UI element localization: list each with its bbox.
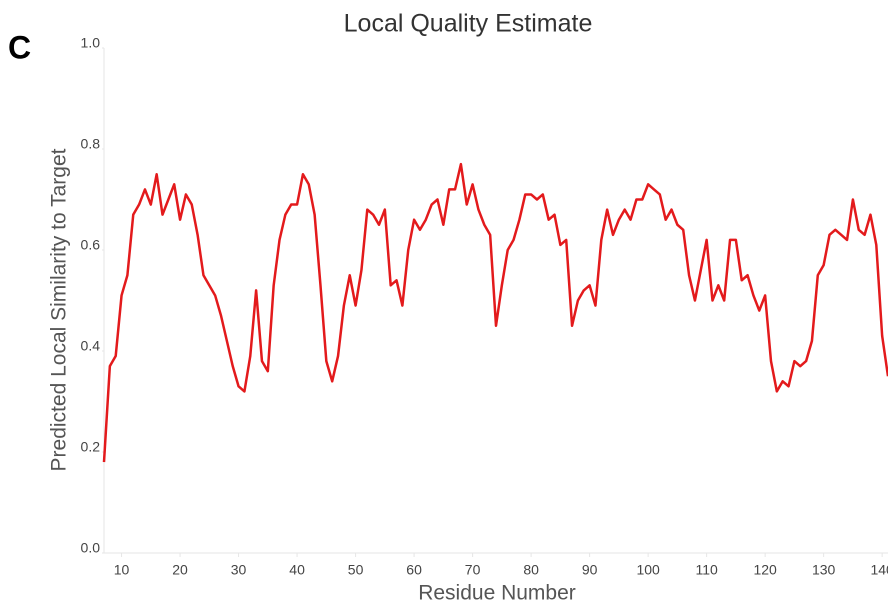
x-tick-label: 30: [231, 562, 247, 578]
y-axis-label: Predicted Local Similarity to Target: [48, 148, 71, 471]
y-tick-label: 0.6: [81, 237, 101, 253]
y-tick-label: 0.2: [81, 439, 101, 455]
x-tick-label: 90: [582, 562, 598, 578]
x-tick-label: 40: [289, 562, 305, 578]
x-tick-label: 140: [870, 562, 888, 578]
data-line: [102, 162, 888, 463]
x-tick-label: 100: [636, 562, 660, 578]
x-tick-label: 80: [523, 562, 539, 578]
y-tick-label: 1.0: [81, 35, 101, 51]
y-tick-label: 0.4: [81, 338, 101, 354]
x-tick-label: 70: [465, 562, 481, 578]
y-tick-label: 0.0: [81, 540, 101, 556]
x-tick-label: 130: [812, 562, 836, 578]
chart-title: Local Quality Estimate: [344, 10, 593, 38]
y-tick-label: 0.8: [81, 136, 101, 152]
x-tick-label: 50: [348, 562, 364, 578]
panel-label: C: [8, 29, 31, 65]
x-tick-label: 20: [172, 562, 188, 578]
x-tick-label: 10: [114, 562, 130, 578]
x-axis-label: Residue Number: [418, 582, 576, 605]
x-tick-label: 120: [753, 562, 777, 578]
x-tick-label: 60: [406, 562, 422, 578]
x-tick-label: 110: [695, 562, 718, 578]
